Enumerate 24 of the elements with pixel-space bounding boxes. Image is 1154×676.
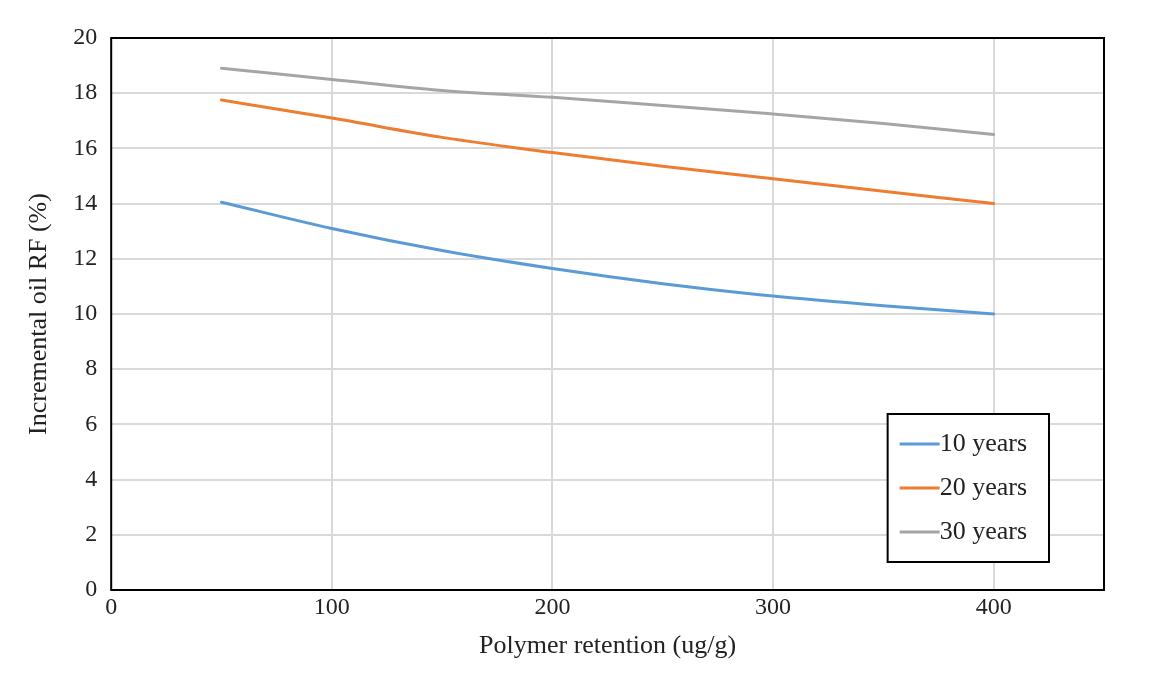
line-series: [220, 98, 996, 206]
x-tick-label: 400: [975, 592, 1012, 619]
y-tick-label: 8: [85, 354, 98, 381]
x-tick-label: 200: [534, 592, 571, 619]
y-tick-label: 10: [73, 299, 98, 326]
y-tick-label: 12: [73, 244, 98, 271]
line-series: [220, 200, 996, 316]
line-series: [220, 66, 996, 137]
y-tick-label: 2: [85, 520, 98, 547]
y-tick-label: 14: [73, 188, 98, 215]
y-tick-label: 20: [73, 23, 98, 50]
x-tick-label: 300: [755, 592, 792, 619]
legend-label: 30 years: [939, 515, 1027, 545]
y-tick-label: 6: [85, 409, 98, 436]
x-tick-label: 0: [105, 592, 118, 619]
legend-label: 10 years: [939, 427, 1027, 457]
y-tick-label: 18: [73, 78, 98, 105]
y-tick-label: 16: [73, 133, 98, 160]
y-tick-label: 4: [85, 464, 98, 491]
y-axis-title: Incremental oil RF (%): [23, 193, 53, 435]
x-axis-title: Polymer retention (ug/g): [479, 630, 737, 660]
x-tick-label: 100: [313, 592, 350, 619]
legend-label: 20 years: [939, 471, 1027, 501]
y-tick-label: 0: [85, 575, 98, 602]
